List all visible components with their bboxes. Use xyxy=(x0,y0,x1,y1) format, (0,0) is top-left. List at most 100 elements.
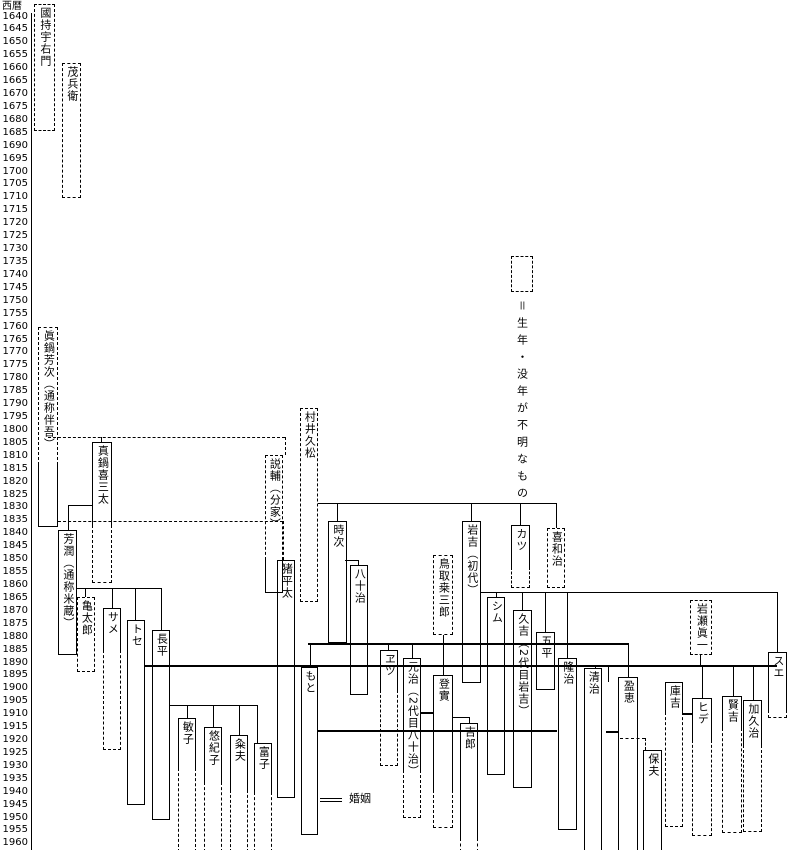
person-box-segment xyxy=(380,690,398,766)
relation-line-vertical xyxy=(101,437,102,442)
person-box-segment xyxy=(433,675,453,790)
person-box-segment xyxy=(265,455,283,560)
person-box: 元治（2代目八十治） xyxy=(403,658,421,818)
person-box: 岩吉（初代） xyxy=(462,521,481,683)
relation-line-vertical xyxy=(733,665,734,696)
person-box-segment xyxy=(513,610,532,788)
year-tick-label: 1760 xyxy=(2,320,28,332)
year-tick-label: 1730 xyxy=(2,243,28,255)
year-tick-label: 1860 xyxy=(2,578,28,590)
person-box-segment xyxy=(692,740,712,836)
relation-line-vertical xyxy=(567,592,568,658)
year-tick-label: 1955 xyxy=(2,824,28,836)
timeline-axis-line xyxy=(31,13,32,850)
relation-line-vertical xyxy=(443,635,444,675)
year-tick-label: 1935 xyxy=(2,772,28,784)
person-box-segment xyxy=(403,658,421,770)
person-box-segment xyxy=(62,63,81,198)
relation-line-vertical xyxy=(239,705,240,735)
relation-line-vertical xyxy=(310,643,311,667)
year-tick-label: 1780 xyxy=(2,372,28,384)
person-box-segment xyxy=(743,700,762,745)
year-tick-label: 1810 xyxy=(2,449,28,461)
year-tick-label: 1680 xyxy=(2,113,28,125)
person-box-segment xyxy=(230,735,248,790)
person-box-segment xyxy=(77,597,95,672)
year-tick-label: 1805 xyxy=(2,436,28,448)
year-tick-label: 1885 xyxy=(2,643,28,655)
person-box: 隆治 xyxy=(558,658,577,830)
relation-line-vertical xyxy=(187,705,188,718)
person-box-segment xyxy=(584,668,602,850)
relation-line-vertical xyxy=(471,503,472,521)
year-tick-label: 1880 xyxy=(2,630,28,642)
year-tick-label: 1895 xyxy=(2,669,28,681)
year-tick-label: 1905 xyxy=(2,695,28,707)
person-box: 五平 xyxy=(536,632,555,690)
relation-line-vertical xyxy=(213,705,214,727)
year-tick-label: 1915 xyxy=(2,721,28,733)
person-box: 庫吉 xyxy=(665,682,683,827)
year-tick-label: 1930 xyxy=(2,759,28,771)
legend-marriage-label: 婚姻 xyxy=(349,792,371,805)
person-box-segment xyxy=(558,658,577,830)
year-tick-label: 1720 xyxy=(2,217,28,229)
relation-line-vertical xyxy=(496,592,497,597)
person-box-segment xyxy=(127,620,145,805)
year-tick-label: 1715 xyxy=(2,204,28,216)
marriage-line xyxy=(144,665,777,667)
relation-line-vertical xyxy=(628,643,629,677)
person-box-segment xyxy=(103,650,121,750)
person-box: 眞鍋芳次（通称伴吾） xyxy=(38,327,58,527)
relation-line-horizontal xyxy=(68,505,92,506)
person-box: 敏子 xyxy=(178,718,196,850)
person-box-segment xyxy=(665,712,683,827)
marriage-line xyxy=(318,730,557,732)
person-box-segment xyxy=(462,521,481,683)
person-box-segment xyxy=(722,728,742,833)
person-box-segment xyxy=(403,770,421,818)
person-box-segment xyxy=(204,727,222,782)
person-box-segment xyxy=(692,698,712,740)
relation-line-vertical xyxy=(412,643,413,658)
relation-line-vertical xyxy=(257,705,258,743)
relation-line-vertical xyxy=(702,665,703,698)
person-box: 村井久松 xyxy=(300,408,318,602)
year-tick-label: 1665 xyxy=(2,75,28,87)
year-tick-label: 1705 xyxy=(2,178,28,190)
axis-title: 西暦 xyxy=(2,1,22,12)
year-tick-label: 1875 xyxy=(2,617,28,629)
year-tick-label: 1960 xyxy=(2,837,28,849)
person-box-segment xyxy=(768,710,787,718)
relation-line-vertical xyxy=(68,505,69,530)
relation-line-horizontal xyxy=(345,560,358,561)
relation-line-horizontal xyxy=(76,588,161,589)
year-tick-label: 1900 xyxy=(2,682,28,694)
person-box: 久吉（2代目岩吉） xyxy=(513,610,532,788)
person-box: 亀太郎 xyxy=(77,597,95,672)
year-tick-label: 1750 xyxy=(2,294,28,306)
year-tick-label: 1645 xyxy=(2,23,28,35)
person-box: 時次 xyxy=(328,521,347,643)
year-tick-label: 1830 xyxy=(2,501,28,513)
relation-line-vertical xyxy=(469,717,470,723)
year-tick-label: 1695 xyxy=(2,152,28,164)
person-box-segment xyxy=(547,528,565,588)
year-tick-label: 1775 xyxy=(2,359,28,371)
legend-unknown-box xyxy=(511,256,533,292)
year-tick-label: 1945 xyxy=(2,798,28,810)
legend-unknown-text: ＝生年・没年が不明なもの xyxy=(515,300,529,504)
year-tick-label: 1870 xyxy=(2,604,28,616)
person-box: 鳥取桒三郎 xyxy=(433,555,453,635)
person-box: 猪平太 xyxy=(277,560,295,798)
person-box: 八十治 xyxy=(350,565,368,695)
person-box: 粂夫 xyxy=(230,735,248,850)
person-box-segment xyxy=(511,567,530,588)
person-box-segment xyxy=(433,555,453,635)
person-box-segment xyxy=(665,682,683,712)
person-box-segment xyxy=(38,327,58,465)
person-box-segment xyxy=(254,743,272,792)
person-box-segment xyxy=(254,792,272,850)
year-tick-label: 1675 xyxy=(2,100,28,112)
relation-line-vertical xyxy=(556,503,557,528)
